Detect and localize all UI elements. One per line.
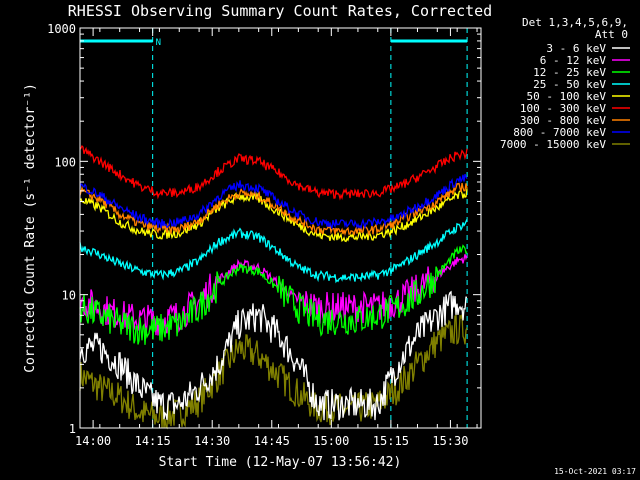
plot-frame: [79, 27, 482, 429]
series-line-800-7000-kev: [79, 173, 468, 230]
y-tick-label: 100: [54, 155, 76, 169]
legend-header: Det 1,3,4,5,6,9,: [522, 16, 628, 29]
y-axis: 1 10 100 1000: [47, 22, 481, 436]
y-tick-label: 1: [69, 422, 76, 436]
x-tick-label: 14:45: [254, 434, 290, 448]
x-tick-label: 14:15: [135, 434, 171, 448]
legend-label: 12 - 25 keV: [533, 66, 606, 79]
footer-timestamp: 15-Oct-2021 03:17: [554, 467, 636, 476]
x-tick-label: 14:30: [194, 434, 230, 448]
series-line-300-800-kev: [79, 182, 468, 237]
y-tick-label: 1000: [47, 22, 76, 36]
y-axis-label: Corrected Count Rate (s⁻¹ detector⁻¹): [23, 83, 38, 373]
x-tick-label: 14:00: [75, 434, 111, 448]
x-tick-label: 15:00: [313, 434, 349, 448]
series-line-25-50-kev: [79, 219, 468, 284]
x-tick-label: 15:15: [373, 434, 409, 448]
legend-label: 100 - 300 keV: [520, 102, 606, 115]
chart-title: RHESSI Observing Summary Count Rates, Co…: [68, 2, 492, 20]
x-tick-label: 15:30: [432, 434, 468, 448]
series-line-6-12-kev: [79, 254, 468, 336]
legend-label: 25 - 50 keV: [533, 78, 606, 91]
series-line-12-25-kev: [79, 244, 468, 345]
legend-label: 300 - 800 keV: [520, 114, 606, 127]
series-line-3-6-kev: [79, 290, 468, 421]
legend-label: 50 - 100 keV: [527, 90, 607, 103]
legend-label: 800 - 7000 keV: [513, 126, 606, 139]
legend-label: 3 - 6 keV: [546, 42, 606, 55]
legend-label: 7000 - 15000 keV: [500, 138, 606, 151]
x-axis: 14:00 14:15 14:30 14:45 15:00 15:15 15:30: [75, 28, 478, 448]
series-line-50-100-kev: [79, 188, 468, 243]
series-line-100-300-kev: [79, 145, 468, 201]
night-marker-label: N: [156, 38, 161, 48]
y-tick-label: 10: [62, 289, 76, 303]
x-axis-label: Start Time (12-May-07 13:56:42): [159, 455, 402, 470]
legend-header: Att 0: [595, 28, 628, 41]
series-line-7000-15000-kev: [79, 314, 468, 430]
series-group: [79, 145, 468, 430]
legend-label: 6 - 12 keV: [540, 54, 607, 67]
